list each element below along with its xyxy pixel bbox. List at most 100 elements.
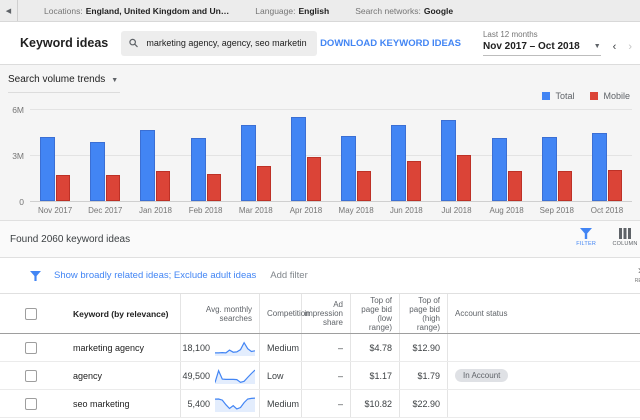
columns-icon <box>619 228 631 239</box>
top-bid-high-cell: $1.79 <box>400 362 448 389</box>
networks-setting[interactable]: Search networks: Google <box>355 6 453 16</box>
header-ad-impression-share[interactable]: Ad impression share <box>302 294 351 333</box>
x-axis-line <box>30 201 632 202</box>
previous-period-icon[interactable]: ‹ <box>612 41 617 53</box>
add-filter-button[interactable]: Add filter <box>270 270 308 281</box>
chart-group: Jan 2018 <box>130 109 180 215</box>
keywords-search-box[interactable] <box>121 30 318 56</box>
chart-groups: Nov 2017 Dec 2017 Jan 2018 Feb 2018 Mar 2018… <box>30 109 632 215</box>
bar-mobile-feb-2018 <box>206 174 221 201</box>
avg-monthly-searches-cell: 5,400 <box>181 390 260 417</box>
trends-title: Search volume trends <box>8 74 106 85</box>
active-filters-link[interactable]: Show broadly related ideas; Exclude adul… <box>54 270 257 281</box>
columns-button[interactable]: COLUMN <box>612 228 638 247</box>
x-axis-label: Feb 2018 <box>188 206 223 215</box>
mobile-swatch <box>590 92 599 100</box>
gridline-3m <box>30 155 632 156</box>
header-competition[interactable]: Competition <box>260 294 310 333</box>
competition-cell: Medium <box>260 390 302 417</box>
date-range-dropdown[interactable]: Last 12 months Nov 2017 – Oct 2018 ▼ <box>482 30 601 56</box>
total-swatch <box>542 92 551 100</box>
y-axis-tick: 0 <box>19 197 24 207</box>
download-keyword-ideas-button[interactable]: DOWNLOAD KEYWORD IDEAS <box>320 37 461 49</box>
chart-group: Jul 2018 <box>431 109 481 215</box>
x-axis-label: Nov 2017 <box>37 206 73 215</box>
row-checkbox[interactable] <box>25 341 37 354</box>
bar-total-may-2018 <box>341 136 357 201</box>
row-checkbox[interactable] <box>25 369 37 382</box>
date-range-value: Nov 2017 – Oct 2018 <box>482 41 580 52</box>
account-status-cell <box>448 334 640 361</box>
header-avg-monthly-searches[interactable]: Avg. monthly searches <box>181 294 260 333</box>
top-bid-high-cell: $22.90 <box>400 390 448 417</box>
searches-value: 49,500 <box>182 370 210 381</box>
bar-total-jan-2018 <box>140 130 156 201</box>
table-header-row: Keyword (by relevance) Avg. monthly sear… <box>0 294 640 334</box>
header-account-status[interactable]: Account status <box>455 309 508 318</box>
chevron-down-icon: ▼ <box>593 43 601 50</box>
locations-setting[interactable]: Locations: England, United Kingdom and Un… <box>44 6 229 16</box>
sparkline-chart <box>215 396 255 412</box>
table-row: marketing agency 18,100 Medium – $4.78 $12.90 <box>0 334 640 362</box>
sparkline-chart <box>215 368 255 384</box>
keyword-cell: agency <box>0 362 181 389</box>
select-all-checkbox[interactable] <box>25 307 37 320</box>
bar-total-nov-2017 <box>40 137 56 201</box>
next-period-icon[interactable]: › <box>628 41 632 53</box>
columns-button-label: COLUMN <box>612 241 638 247</box>
x-axis-label: Apr 2018 <box>289 206 323 215</box>
bar-total-jul-2018 <box>441 120 457 201</box>
header-top-bid-low[interactable]: Top of page bid (low range) <box>351 294 400 333</box>
networks-value: Google <box>423 5 454 16</box>
keywords-search-input[interactable] <box>144 37 310 49</box>
bar-total-sep-2018 <box>541 137 557 201</box>
bar-mobile-jan-2018 <box>156 171 171 201</box>
y-axis-tick: 3M <box>12 151 24 161</box>
search-volume-trends-section: Search volume trends ▼ Total Mobile 6M 3M… <box>0 65 640 221</box>
avg-monthly-searches-cell: 49,500 <box>181 362 260 389</box>
keyword-cell: marketing agency <box>0 334 181 361</box>
keyword-text: seo marketing <box>73 398 130 409</box>
bar-mobile-aug-2018 <box>507 171 522 201</box>
back-arrow-icon[interactable]: ◀ <box>0 0 18 21</box>
legend-item-mobile: Mobile <box>590 91 630 101</box>
bar-total-dec-2017 <box>90 142 106 201</box>
resize-button[interactable]: › RES <box>635 264 640 284</box>
bar-mobile-nov-2017 <box>56 175 71 201</box>
chart-group: Apr 2018 <box>281 109 331 215</box>
results-toolbar: Found 2060 keyword ideas FILTER COLUMN <box>0 221 640 258</box>
chart-legend: Total Mobile <box>542 91 630 101</box>
bar-total-mar-2018 <box>240 125 256 201</box>
x-axis-label: Dec 2017 <box>88 206 123 215</box>
trends-metric-dropdown[interactable]: Search volume trends ▼ <box>8 74 121 93</box>
page-header: Keyword ideas DOWNLOAD KEYWORD IDEAS Las… <box>0 22 640 65</box>
language-value: English <box>298 5 330 16</box>
results-count: Found 2060 keyword ideas <box>10 233 131 245</box>
top-bid-low-cell: $1.17 <box>351 362 400 389</box>
resize-chevron-icon: › <box>638 264 640 276</box>
chart-group: Nov 2017 <box>30 109 80 215</box>
chart-group: Mar 2018 <box>231 109 281 215</box>
header-top-bid-high[interactable]: Top of page bid (high range) <box>400 294 448 333</box>
table-body: marketing agency 18,100 Medium – $4.78 $12.90… <box>0 334 640 418</box>
ad-impression-share-cell: – <box>302 334 351 361</box>
language-label: Language: <box>255 5 296 16</box>
x-axis-label: May 2018 <box>338 206 374 215</box>
date-range-picker: Last 12 months Nov 2017 – Oct 2018 ▼ ‹ › <box>482 30 632 56</box>
filter-button[interactable]: FILTER <box>576 228 596 247</box>
legend-item-total: Total <box>542 91 574 101</box>
bar-total-oct-2018 <box>591 133 607 201</box>
filter-funnel-icon <box>30 270 41 281</box>
x-axis-label: Jun 2018 <box>389 206 423 215</box>
language-setting[interactable]: Language: English <box>255 6 329 16</box>
top-bid-low-cell: $10.82 <box>351 390 400 417</box>
bar-total-jun-2018 <box>391 125 407 201</box>
chart-group: Aug 2018 <box>482 109 532 215</box>
context-bar: ◀ Locations: England, United Kingdom and … <box>0 0 640 22</box>
keyword-cell: seo marketing <box>0 390 181 417</box>
bar-mobile-may-2018 <box>357 171 372 201</box>
competition-cell: Medium <box>260 334 302 361</box>
table-row: seo marketing 5,400 Medium – $10.82 $22.90 <box>0 390 640 418</box>
chart-group: Feb 2018 <box>181 109 231 215</box>
row-checkbox[interactable] <box>25 397 37 410</box>
